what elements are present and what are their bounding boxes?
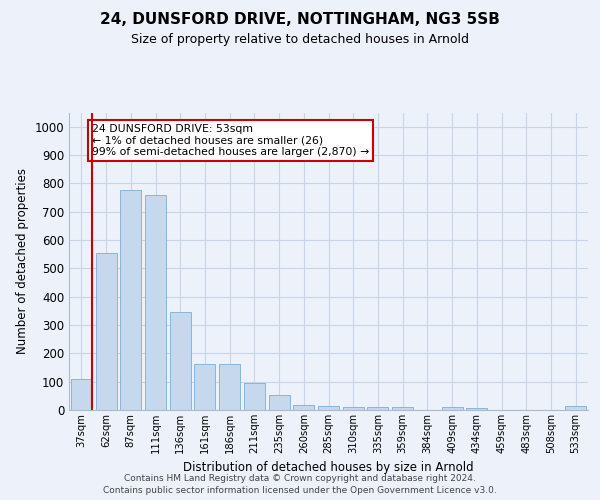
Y-axis label: Number of detached properties: Number of detached properties: [16, 168, 29, 354]
Bar: [318, 406, 339, 410]
Bar: [244, 383, 265, 410]
Bar: [71, 379, 92, 410]
Bar: [442, 407, 463, 410]
Bar: [466, 408, 487, 410]
Bar: [145, 194, 166, 410]
Text: 24, DUNSFORD DRIVE, NOTTINGHAM, NG3 5SB: 24, DUNSFORD DRIVE, NOTTINGHAM, NG3 5SB: [100, 12, 500, 28]
Bar: [219, 364, 240, 410]
Bar: [269, 396, 290, 410]
Text: Size of property relative to detached houses in Arnold: Size of property relative to detached ho…: [131, 32, 469, 46]
Bar: [293, 405, 314, 410]
Bar: [194, 364, 215, 410]
Text: Contains HM Land Registry data © Crown copyright and database right 2024.: Contains HM Land Registry data © Crown c…: [124, 474, 476, 483]
Bar: [170, 312, 191, 410]
Text: 24 DUNSFORD DRIVE: 53sqm
← 1% of detached houses are smaller (26)
99% of semi-de: 24 DUNSFORD DRIVE: 53sqm ← 1% of detache…: [92, 124, 369, 157]
Bar: [343, 406, 364, 410]
Bar: [367, 407, 388, 410]
Bar: [565, 406, 586, 410]
Bar: [120, 190, 141, 410]
X-axis label: Distribution of detached houses by size in Arnold: Distribution of detached houses by size …: [183, 462, 474, 474]
Bar: [392, 407, 413, 410]
Text: Contains public sector information licensed under the Open Government Licence v3: Contains public sector information licen…: [103, 486, 497, 495]
Bar: [95, 253, 116, 410]
